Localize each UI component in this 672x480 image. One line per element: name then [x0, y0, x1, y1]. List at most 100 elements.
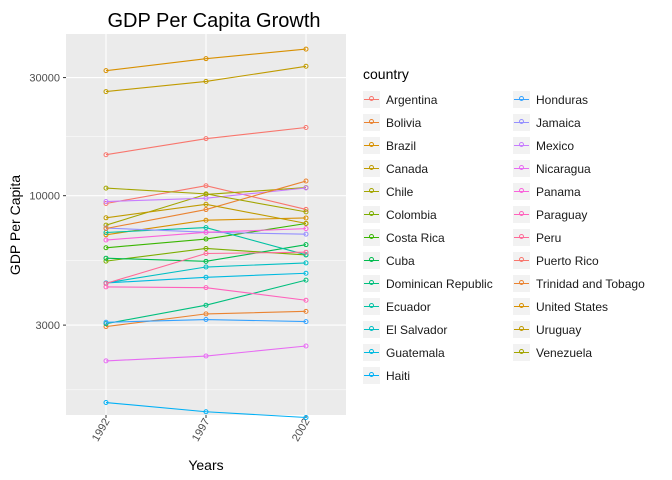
legend-key: [363, 344, 380, 361]
series-line: [105, 126, 307, 156]
series-line: [105, 187, 307, 213]
data-point: [203, 56, 209, 62]
data-point: [103, 237, 109, 243]
legend-key: [363, 183, 380, 200]
data-point: [203, 274, 209, 280]
series-line: [105, 345, 307, 362]
data-point: [103, 152, 109, 158]
legend-item: Guatemala: [363, 341, 445, 364]
legend-key: [513, 206, 530, 223]
data-point: [303, 215, 309, 221]
legend-key: [513, 137, 530, 154]
legend-item: Dominican Republic: [363, 272, 493, 295]
data-point: [303, 46, 309, 52]
legend-key: [513, 252, 530, 269]
data-point: [303, 185, 309, 191]
data-point: [203, 258, 209, 264]
data-point: [303, 343, 309, 349]
data-point: [103, 280, 109, 286]
x-tick-label: 2002: [290, 417, 313, 444]
legend-item: Brazil: [363, 134, 416, 157]
series-line: [105, 227, 307, 256]
data-point: [103, 89, 109, 95]
legend-item: Puerto Rico: [513, 249, 599, 272]
legend-label: Trinidad and Tobago: [536, 276, 645, 291]
y-tick-label: 10000: [29, 191, 60, 203]
y-axis: 3000 10000 30000: [29, 73, 66, 332]
legend-item: Chile: [363, 180, 413, 203]
data-point: [203, 285, 209, 291]
series-line: [105, 272, 307, 284]
legend-key: [363, 160, 380, 177]
legend-item: Peru: [513, 226, 561, 249]
legend-label: Argentina: [386, 92, 438, 107]
legend-label: Panama: [536, 184, 581, 199]
data-point: [303, 319, 309, 325]
legend-label: Mexico: [536, 138, 575, 153]
series-line: [105, 222, 307, 249]
data-point: [103, 358, 109, 364]
legend-item: Mexico: [513, 134, 574, 157]
legend-key: [513, 275, 530, 292]
x-tick-label: 1997: [190, 417, 213, 444]
data-point: [303, 277, 309, 283]
legend-key: [513, 344, 530, 361]
data-point: [103, 185, 109, 191]
data-point: [303, 249, 309, 255]
data-point: [303, 209, 309, 215]
series-line: [105, 48, 307, 72]
series-line: [105, 279, 307, 325]
legend-key: [363, 91, 380, 108]
data-point: [303, 242, 309, 248]
series-line: [105, 180, 307, 230]
legend-label: Brazil: [386, 138, 417, 153]
data-point: [303, 270, 309, 276]
legend-label: Ecuador: [386, 299, 431, 314]
data-point: [203, 78, 209, 84]
legend-label: Venezuela: [536, 345, 593, 360]
data-point: [103, 245, 109, 251]
legend-label: Peru: [536, 230, 562, 245]
data-point: [103, 222, 109, 228]
legend-label: Haiti: [386, 368, 411, 383]
legend-item: Cuba: [363, 249, 415, 272]
legend-item: Bolivia: [363, 111, 421, 134]
data-point: [303, 260, 309, 266]
legend-item: Nicaragua: [513, 157, 591, 180]
data-point: [203, 229, 209, 235]
data-point: [203, 191, 209, 197]
series-line: [105, 251, 307, 284]
legend-title: country: [363, 66, 409, 82]
legend-key: [363, 137, 380, 154]
data-point: [203, 183, 209, 189]
legend-key: [363, 367, 380, 384]
legend-item: Colombia: [363, 203, 437, 226]
data-point: [203, 302, 209, 308]
legend-key: [513, 229, 530, 246]
data-point: [203, 353, 209, 359]
legend-label: Paraguay: [536, 207, 588, 222]
legend-key: [363, 321, 380, 338]
data-point: [203, 225, 209, 231]
legend-item: Venezuela: [513, 341, 592, 364]
legend-key: [363, 298, 380, 315]
legend-label: Jamaica: [536, 115, 581, 130]
legend-key: [513, 114, 530, 131]
legend-item: Argentina: [363, 88, 437, 111]
data-point: [303, 252, 309, 258]
series-line: [105, 228, 307, 241]
data-point: [203, 236, 209, 242]
series-line: [105, 318, 307, 323]
legend-key: [513, 183, 530, 200]
data-point: [203, 217, 209, 223]
data-point: [303, 178, 309, 184]
data-point: [103, 258, 109, 264]
data-point: [103, 319, 109, 325]
legend-item: El Salvador: [363, 318, 447, 341]
legend-key: [513, 91, 530, 108]
y-axis-label: GDP Per Capita: [7, 175, 23, 275]
legend-key: [363, 114, 380, 131]
data-point: [203, 409, 209, 415]
data-point: [303, 297, 309, 303]
series-layer: [103, 46, 309, 421]
